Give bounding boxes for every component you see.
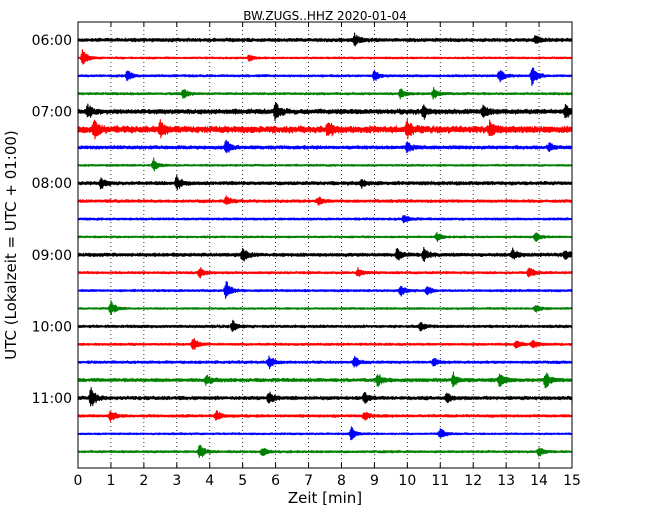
x-tick-label: 1	[106, 473, 115, 489]
seismic-trace-row	[77, 215, 573, 224]
seismic-trace-row	[77, 387, 573, 407]
seismic-trace-row	[77, 157, 573, 172]
grid-lines	[110, 22, 540, 468]
x-axis-label: Zeit [min]	[288, 489, 362, 507]
seismic-trace-row	[77, 410, 573, 423]
x-tick-label: 12	[464, 473, 482, 489]
seismic-trace-row	[77, 300, 573, 316]
y-tick-label: 06:00	[32, 33, 72, 49]
x-tick-label: 2	[139, 473, 148, 489]
seismic-trace-row	[77, 101, 573, 122]
seismic-trace-row	[77, 87, 573, 100]
seismic-trace-row	[77, 174, 573, 191]
seismic-trace-row	[77, 32, 573, 47]
seismic-trace-row	[77, 266, 573, 279]
seismic-trace-row	[77, 338, 573, 351]
seismic-trace-row	[77, 49, 573, 65]
x-tick-label: 11	[431, 473, 449, 489]
x-tick-label: 8	[337, 473, 346, 489]
seismic-trace-row	[77, 195, 573, 206]
y-tick-label: 07:00	[32, 105, 72, 121]
x-tick-label: 7	[304, 473, 313, 489]
seismic-trace-row	[77, 231, 573, 243]
seismic-trace-row	[77, 444, 573, 459]
plot-frame	[77, 21, 573, 469]
seismic-trace-row	[77, 355, 573, 370]
y-tick-label: 10:00	[32, 319, 72, 335]
x-tick-label: 0	[74, 473, 83, 489]
seismic-trace-row	[77, 67, 573, 87]
seismic-trace-row	[77, 371, 573, 389]
y-tick-label: 09:00	[32, 248, 72, 264]
seismic-trace-row	[77, 246, 573, 262]
y-axis-label: UTC (Lokalzeit = UTC + 01:00)	[2, 130, 20, 360]
x-tick-label: 13	[497, 473, 515, 489]
seismic-trace-row	[77, 319, 573, 333]
seismic-trace-row	[77, 118, 573, 140]
x-tick-label: 15	[563, 473, 581, 489]
trace-rows	[77, 32, 573, 459]
x-tick-label: 3	[172, 473, 181, 489]
chart-title: BW.ZUGS..HHZ 2020-01-04	[243, 9, 406, 23]
seismic-trace-row	[77, 281, 573, 300]
x-tick-label: 14	[530, 473, 548, 489]
x-tick-label: 4	[205, 473, 214, 489]
y-tick-label: 11:00	[32, 391, 72, 407]
seismic-trace-row	[77, 426, 573, 441]
x-tick-label: 5	[238, 473, 247, 489]
y-tick-label: 08:00	[32, 176, 72, 192]
axis-ticks: 0 1 2 3 4 5 6 7 8 9 10 11 12 13 14 1506:0007:0008:0009:…	[32, 22, 581, 489]
seismic-trace-row	[77, 139, 573, 154]
x-tick-label: 9	[370, 473, 379, 489]
x-tick-label: 6	[271, 473, 280, 489]
x-tick-label: 10	[398, 473, 416, 489]
